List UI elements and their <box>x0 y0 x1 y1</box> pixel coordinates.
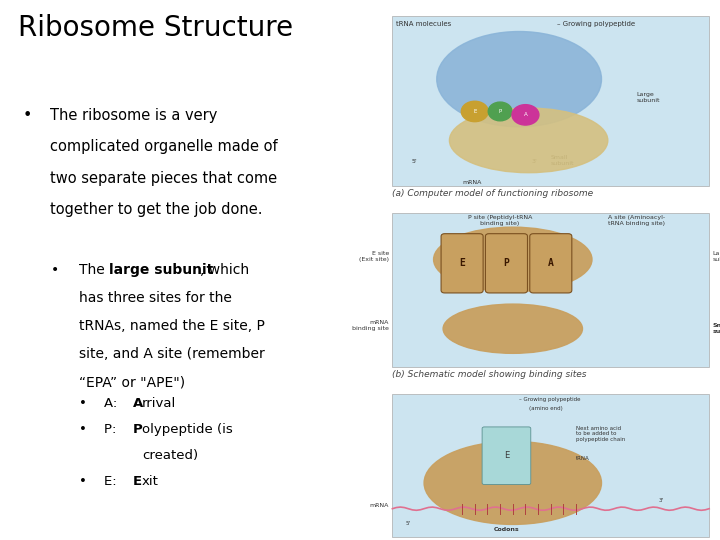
FancyBboxPatch shape <box>392 394 709 537</box>
Text: (a) Computer model of functioning ribosome: (a) Computer model of functioning riboso… <box>392 189 593 198</box>
Text: P: P <box>498 109 502 114</box>
Text: “EPA” or "APE"): “EPA” or "APE") <box>79 375 185 389</box>
FancyBboxPatch shape <box>392 16 709 186</box>
Text: A:: A: <box>104 397 122 410</box>
Text: •: • <box>23 108 32 123</box>
Text: Large
subunit: Large subunit <box>713 251 720 262</box>
Text: (amino end): (amino end) <box>528 406 562 411</box>
Ellipse shape <box>449 108 608 173</box>
Text: E: E <box>459 258 465 268</box>
Text: Ribosome Structure: Ribosome Structure <box>18 14 293 42</box>
Text: – Growing polypeptide: – Growing polypeptide <box>519 397 580 402</box>
Text: rrival: rrival <box>142 397 176 410</box>
Text: – Growing polypeptide: – Growing polypeptide <box>557 21 635 26</box>
Text: , which: , which <box>200 263 249 277</box>
Text: A: A <box>132 397 143 410</box>
Text: E: E <box>504 451 509 460</box>
FancyBboxPatch shape <box>441 234 483 293</box>
Text: Large
subunit: Large subunit <box>636 92 660 103</box>
Text: Small
subunit: Small subunit <box>713 323 720 334</box>
Ellipse shape <box>424 441 601 524</box>
Text: E: E <box>132 475 142 488</box>
Text: •: • <box>79 423 87 436</box>
Text: E site
(Exit site): E site (Exit site) <box>359 251 389 262</box>
Ellipse shape <box>437 31 601 127</box>
Text: olypeptide (is: olypeptide (is <box>142 423 233 436</box>
Text: mRNA: mRNA <box>369 503 389 508</box>
Text: The ribosome is a very: The ribosome is a very <box>50 108 217 123</box>
Text: 3': 3' <box>659 498 664 503</box>
Text: complicated organelle made of: complicated organelle made of <box>50 139 278 154</box>
Text: 5': 5' <box>405 521 410 526</box>
Text: mRNA: mRNA <box>462 180 482 185</box>
Ellipse shape <box>488 102 512 121</box>
FancyBboxPatch shape <box>392 213 709 367</box>
Text: A: A <box>548 258 554 268</box>
Text: tRNAs, named the E site, P: tRNAs, named the E site, P <box>79 319 265 333</box>
Text: •: • <box>50 263 58 277</box>
Text: Next amino acid
to be added to
polypeptide chain: Next amino acid to be added to polypepti… <box>576 426 626 442</box>
Text: A site (Aminoacyl-
tRNA binding site): A site (Aminoacyl- tRNA binding site) <box>608 215 665 226</box>
Text: 3': 3' <box>532 159 538 164</box>
Text: P site (Peptidyl-tRNA
binding site): P site (Peptidyl-tRNA binding site) <box>468 215 532 226</box>
Text: tRNA molecules: tRNA molecules <box>396 21 451 26</box>
Text: xit: xit <box>142 475 158 488</box>
FancyBboxPatch shape <box>482 427 531 484</box>
Text: P:: P: <box>104 423 121 436</box>
Text: created): created) <box>142 449 198 462</box>
Text: large subunit: large subunit <box>109 263 214 277</box>
Text: A: A <box>523 112 527 117</box>
Text: •: • <box>79 397 87 410</box>
Text: (b) Schematic model showing binding sites: (b) Schematic model showing binding site… <box>392 370 587 379</box>
Text: has three sites for the: has three sites for the <box>79 291 232 305</box>
Ellipse shape <box>512 105 539 125</box>
Ellipse shape <box>462 101 488 122</box>
Text: Small
subunit: Small subunit <box>551 155 575 166</box>
Text: P: P <box>503 258 509 268</box>
Ellipse shape <box>443 304 582 353</box>
Text: E:: E: <box>104 475 121 488</box>
Text: 5': 5' <box>411 159 417 164</box>
Text: P: P <box>132 423 143 436</box>
Text: together to get the job done.: together to get the job done. <box>50 202 263 217</box>
Text: The: The <box>79 263 109 277</box>
FancyBboxPatch shape <box>530 234 572 293</box>
Text: tRNA: tRNA <box>576 456 590 461</box>
Text: •: • <box>79 475 87 488</box>
Text: site, and A site (remember: site, and A site (remember <box>79 347 265 361</box>
FancyBboxPatch shape <box>485 234 528 293</box>
Ellipse shape <box>433 227 592 292</box>
Text: two separate pieces that come: two separate pieces that come <box>50 171 277 186</box>
Text: Codons: Codons <box>494 526 519 531</box>
Text: mRNA
binding site: mRNA binding site <box>352 320 389 331</box>
Text: E: E <box>473 109 477 114</box>
